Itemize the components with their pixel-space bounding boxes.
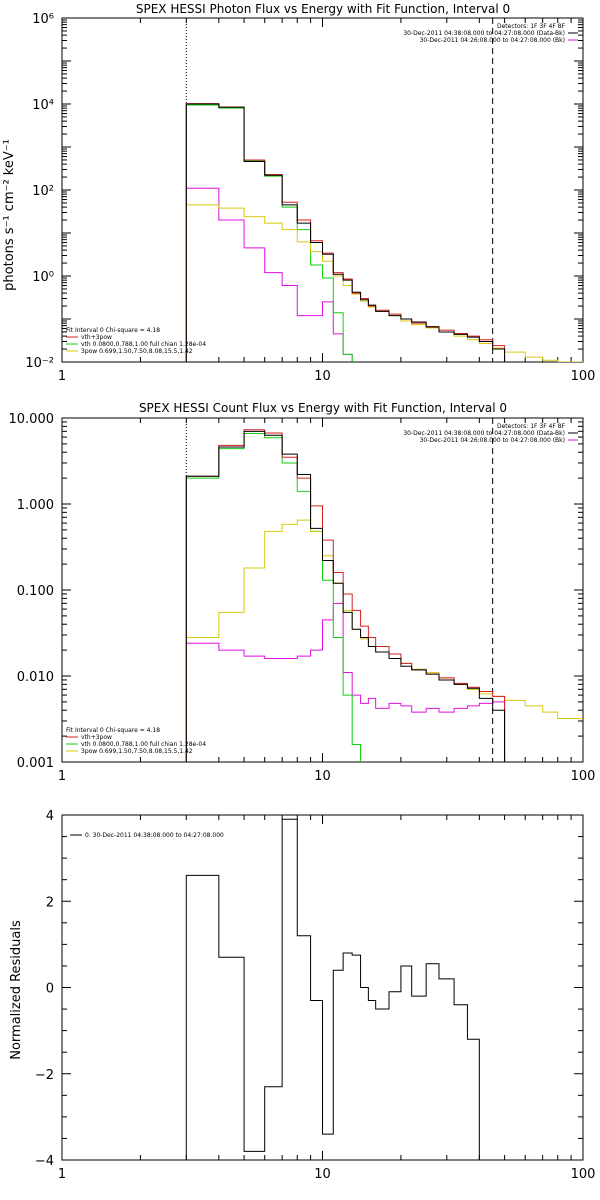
residuals-y-label: Normalized Residuals [9, 920, 24, 1060]
info-line: 30-Dec-2011 04:26:08.000 to 04:27:08.000… [420, 37, 565, 44]
photon-flux-title: SPEX HESSI Photon Flux vs Energy with Fi… [136, 2, 510, 16]
x-tick-label: 100 [571, 769, 596, 784]
series-total [185, 103, 506, 362]
x-tick-label: 10 [314, 769, 331, 784]
series-thermal [185, 104, 353, 362]
y-tick-label: 4 [46, 809, 54, 824]
y-tick-label: 0 [46, 982, 54, 997]
series-thermal [185, 433, 362, 762]
series-model [185, 429, 506, 762]
series-background [185, 602, 506, 762]
x-tick-label: 1 [58, 769, 66, 784]
y-tick-label: 2 [46, 895, 54, 910]
x-tick-label: 1 [58, 1167, 66, 1182]
info-line: 30-Dec-2011 04:26:08.000 to 04:27:08.000… [420, 437, 565, 444]
x-tick-label: 10 [314, 1167, 331, 1182]
legend-header: Fit Interval 0 Chi-square = 4.18 [66, 327, 160, 334]
series-total [185, 430, 506, 762]
y-tick-label: 10.000 [9, 412, 55, 427]
y-tick-label: 10⁴ [32, 98, 54, 113]
y-tick-label: 10⁻² [25, 356, 54, 371]
x-tick-label: 100 [571, 369, 596, 384]
info-line: Detectors: 1F 3F 4F 8F [497, 423, 566, 430]
info-line: 30-Dec-2011 04:38:08.000 to 04:27:08.000… [403, 30, 565, 37]
photon-flux-y-label: photons s⁻¹ cm⁻² keV⁻¹ [2, 139, 17, 291]
y-tick-label: 0.010 [17, 670, 54, 685]
series-powerlaw [185, 204, 583, 362]
series-model [185, 103, 506, 362]
series-background [185, 187, 353, 362]
series-powerlaw [185, 519, 583, 762]
y-tick-label: 10⁰ [32, 270, 54, 285]
y-tick-label: 10² [32, 184, 54, 199]
y-tick-label: 0.100 [17, 584, 54, 599]
legend-header: Fit Interval 0 Chi-square = 4.18 [66, 727, 160, 734]
legend-label-model: vth+3pow [81, 734, 112, 741]
count-flux-title: SPEX HESSI Count Flux vs Energy with Fit… [139, 401, 507, 415]
info-line: 30-Dec-2011 04:38:08.000 to 04:27:08.000… [403, 430, 565, 437]
legend-label-powerlaw: 3pow 0.699,1.50,7.50,8.08,15.5,1.42 [81, 748, 193, 755]
residuals-panel: Normalized Residuals 1 10 100 −4 −2 0 2 4 0. 30-… [9, 809, 595, 1182]
legend-label-total: 0. 30-Dec-2011 04:38:08.000 to 04:27:08.… [85, 832, 224, 839]
count-flux-panel: SPEX HESSI Count Flux vs Energy with Fit… [9, 401, 596, 784]
x-tick-label: 10 [314, 369, 331, 384]
y-tick-label: 1.000 [17, 498, 54, 513]
y-tick-label: 10⁶ [32, 12, 54, 27]
x-tick-label: 100 [571, 1167, 596, 1182]
legend-label-thermal: vth 0.0800,0.788,1.00 full chian 1.28e-0… [81, 341, 206, 348]
photon-flux-panel: SPEX HESSI Photon Flux vs Energy with Fi… [2, 2, 595, 384]
series-total [185, 818, 480, 1160]
info-line: Detectors: 1F 3F 4F 8F [497, 23, 566, 30]
y-tick-label: 0.001 [17, 756, 54, 771]
legend-label-model: vth+3pow [81, 334, 112, 341]
y-tick-label: −4 [35, 1154, 54, 1169]
y-tick-label: −2 [35, 1068, 54, 1083]
legend-label-powerlaw: 3pow 0.699,1.50,7.50,8.08,15.5,1.42 [81, 348, 193, 355]
x-tick-label: 1 [58, 369, 66, 384]
legend-label-thermal: vth 0.0800,0.788,1.00 full chian 1.28e-0… [81, 741, 206, 748]
